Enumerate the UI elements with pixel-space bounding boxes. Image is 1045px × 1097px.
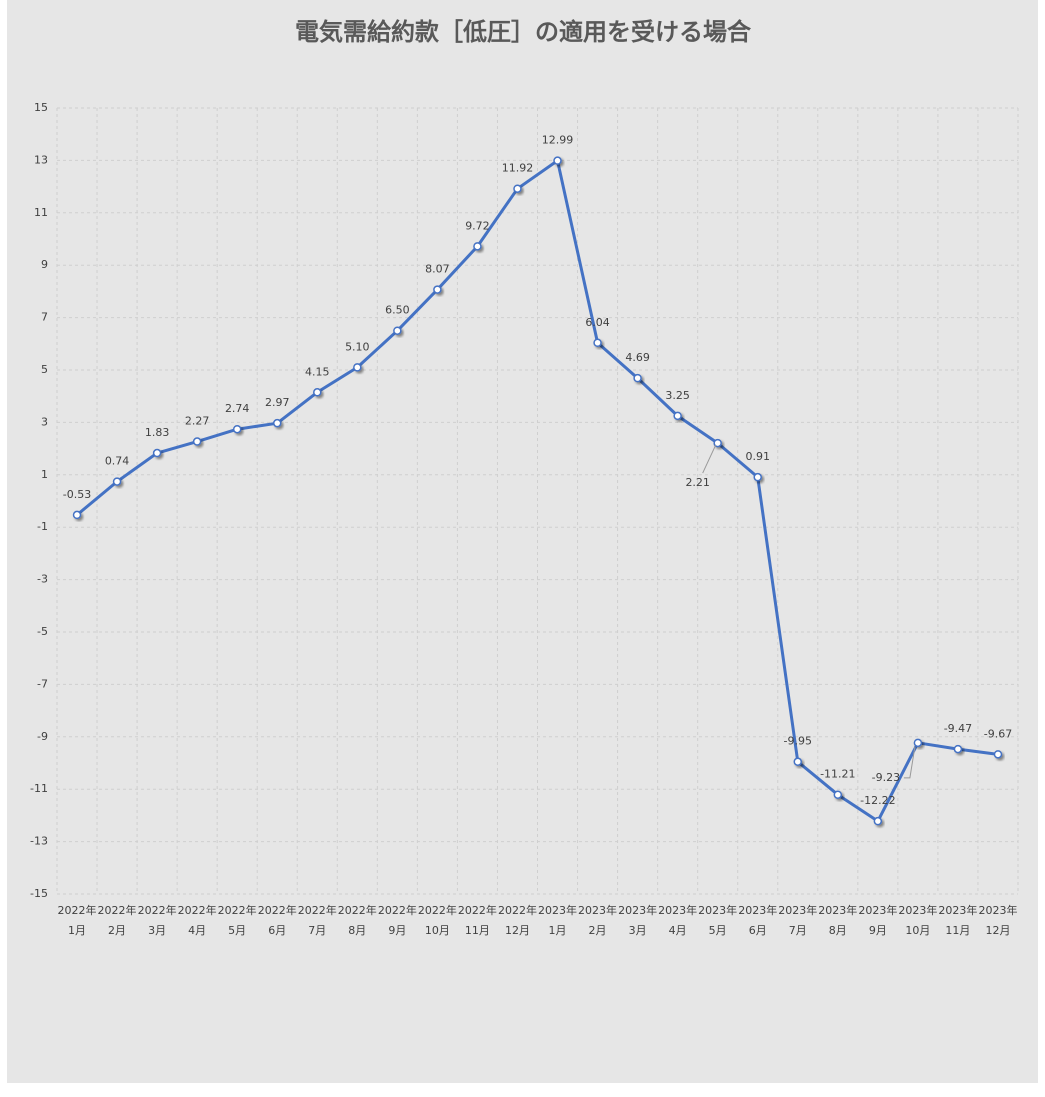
data-label: 0.91 <box>745 450 770 463</box>
chart-background <box>7 0 1038 1083</box>
x-tick-label: 2022年 6月 <box>257 904 297 937</box>
point <box>152 448 162 458</box>
x-tick-label: 2023年 7月 <box>778 904 818 937</box>
x-tick-label: 2023年 10月 <box>898 904 938 937</box>
x-tick-label: 2022年 4月 <box>177 904 217 937</box>
point <box>272 418 282 428</box>
point <box>353 363 362 372</box>
data-label: -0.53 <box>63 488 91 501</box>
x-tick-label: 2022年 7月 <box>297 904 337 937</box>
y-tick-label: -1 <box>37 520 48 533</box>
point <box>753 472 762 482</box>
x-tick-label: 2023年 9月 <box>858 904 898 937</box>
point <box>793 757 803 766</box>
data-label: -9.47 <box>944 722 972 735</box>
point <box>673 411 682 421</box>
point <box>513 184 522 193</box>
x-tick-label: 2022年 9月 <box>377 904 417 937</box>
x-tick-label: 2023年 5月 <box>698 904 738 937</box>
data-label: 2.27 <box>185 415 210 428</box>
data-label: 6.50 <box>385 304 410 317</box>
data-label: -12.22 <box>860 794 895 807</box>
point <box>72 510 82 520</box>
point <box>192 437 202 446</box>
line <box>76 159 999 823</box>
point <box>953 744 963 754</box>
leader-line <box>702 444 717 474</box>
data-label: 6.04 <box>585 316 610 329</box>
data-label: 2.74 <box>225 402 250 415</box>
y-tick-label: 7 <box>41 311 48 324</box>
point <box>553 156 562 165</box>
x-tick-label: 2022年 3月 <box>137 904 177 937</box>
point <box>833 790 843 799</box>
leader-line <box>903 746 916 779</box>
data-label: -11.21 <box>820 768 855 781</box>
x-tick-label: 2022年 8月 <box>337 904 377 937</box>
x-tick-label: 2023年 8月 <box>818 904 858 937</box>
data-label: 5.10 <box>345 340 370 353</box>
y-tick-label: 3 <box>41 415 48 428</box>
point <box>393 326 402 335</box>
x-tick-label: 2022年 2月 <box>97 904 137 937</box>
point <box>913 738 923 748</box>
point <box>633 373 642 383</box>
point <box>993 750 1003 759</box>
data-label: -9.23 <box>872 771 900 784</box>
x-tick-label: 2023年 1月 <box>538 904 577 937</box>
point <box>313 388 322 397</box>
point <box>593 338 602 348</box>
y-tick-label: 1 <box>41 468 48 481</box>
x-tick-label: 2022年 11月 <box>457 904 497 937</box>
y-tick-label: 9 <box>41 258 48 271</box>
y-tick-label: -9 <box>37 730 48 743</box>
data-label: 8.07 <box>425 263 450 276</box>
data-label: 0.74 <box>105 455 130 468</box>
data-label: 9.72 <box>465 219 490 232</box>
y-tick-label: -15 <box>30 887 48 900</box>
point <box>232 424 242 434</box>
y-tick-label: -11 <box>30 782 48 795</box>
chart-title: 電気需給約款［低圧］の適用を受ける場合 <box>295 18 752 46</box>
x-tick-label: 2022年 12月 <box>497 904 537 937</box>
point <box>873 816 883 826</box>
data-label: 3.25 <box>665 389 690 402</box>
data-label: 2.21 <box>685 476 710 489</box>
data-label: -9.67 <box>984 727 1012 740</box>
x-tick-label: 2023年 11月 <box>938 904 978 937</box>
x-tick-label: 2022年 1月 <box>57 904 97 937</box>
x-tick-label: 2023年 4月 <box>658 904 698 937</box>
y-tick-label: -7 <box>37 677 48 690</box>
x-tick-label: 2022年 5月 <box>217 904 257 937</box>
data-label: 4.69 <box>625 351 650 364</box>
x-tick-label: 2023年 6月 <box>738 904 778 937</box>
data-label: 1.83 <box>145 426 170 439</box>
point <box>112 477 122 486</box>
x-tick-label: 2023年 12月 <box>978 904 1018 937</box>
data-label: -9.95 <box>784 735 812 748</box>
data-label: 11.92 <box>502 162 534 175</box>
data-label: 12.99 <box>542 134 574 147</box>
point <box>433 285 442 294</box>
data-label: 2.97 <box>265 396 290 409</box>
y-tick-label: -13 <box>30 835 48 848</box>
x-tick-label: 2023年 2月 <box>578 904 618 937</box>
point <box>473 242 482 251</box>
y-tick-label: 5 <box>41 363 48 376</box>
y-tick-label: 15 <box>34 101 48 114</box>
y-tick-label: 13 <box>34 153 48 166</box>
x-tick-label: 2022年 10月 <box>417 904 457 937</box>
y-tick-label: -3 <box>37 573 48 586</box>
y-tick-label: -5 <box>37 625 48 638</box>
y-tick-label: 11 <box>34 206 48 219</box>
x-tick-label: 2023年 3月 <box>618 904 658 937</box>
data-label: 4.15 <box>305 365 330 378</box>
point <box>713 438 722 448</box>
